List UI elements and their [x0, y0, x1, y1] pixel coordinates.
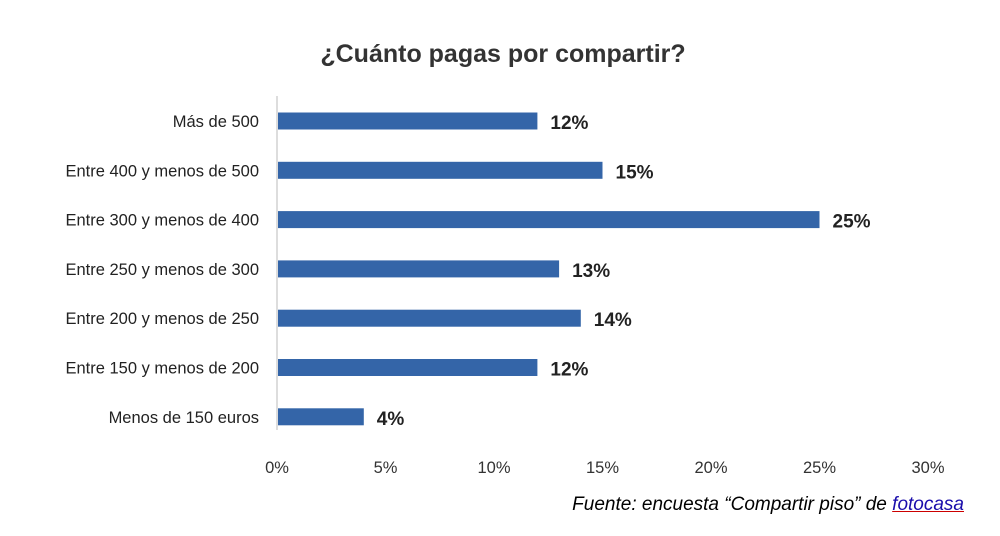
source-note: Fuente: encuesta “Compartir piso” de fot… — [572, 494, 964, 516]
bar — [278, 211, 820, 229]
data-label: 12% — [550, 113, 588, 134]
bar — [278, 161, 603, 179]
chart-title: ¿Cuánto pagas por compartir? — [320, 40, 686, 68]
x-tick-label: 25% — [803, 459, 836, 477]
data-label: 25% — [833, 212, 871, 233]
fotocasa-link[interactable]: fotocasa — [892, 494, 964, 515]
bar — [278, 260, 560, 278]
category-label: Entre 150 y menos de 200 — [65, 360, 259, 378]
category-label: Entre 200 y menos de 250 — [65, 310, 259, 328]
category-label: Entre 400 y menos de 500 — [65, 162, 259, 180]
category-label: Entre 300 y menos de 400 — [65, 212, 259, 230]
x-tick-label: 5% — [374, 459, 398, 477]
data-label: 4% — [377, 409, 405, 430]
x-tick-label: 0% — [265, 459, 289, 477]
x-tick-label: 20% — [694, 459, 727, 477]
data-label: 14% — [594, 310, 632, 331]
bar — [278, 112, 538, 130]
bar — [278, 359, 538, 376]
x-tick-label: 10% — [477, 459, 510, 477]
bar — [278, 408, 364, 426]
data-label: 15% — [616, 162, 654, 183]
x-tick-label: 30% — [911, 459, 944, 477]
data-label: 12% — [550, 360, 588, 381]
data-label: 13% — [572, 261, 610, 282]
category-label: Menos de 150 euros — [109, 409, 259, 427]
x-tick-label: 15% — [586, 459, 619, 477]
category-label: Más de 500 — [173, 113, 259, 131]
category-label: Entre 250 y menos de 300 — [65, 261, 259, 279]
bar — [278, 309, 581, 327]
source-text: Fuente: encuesta “Compartir piso” de — [572, 494, 893, 515]
